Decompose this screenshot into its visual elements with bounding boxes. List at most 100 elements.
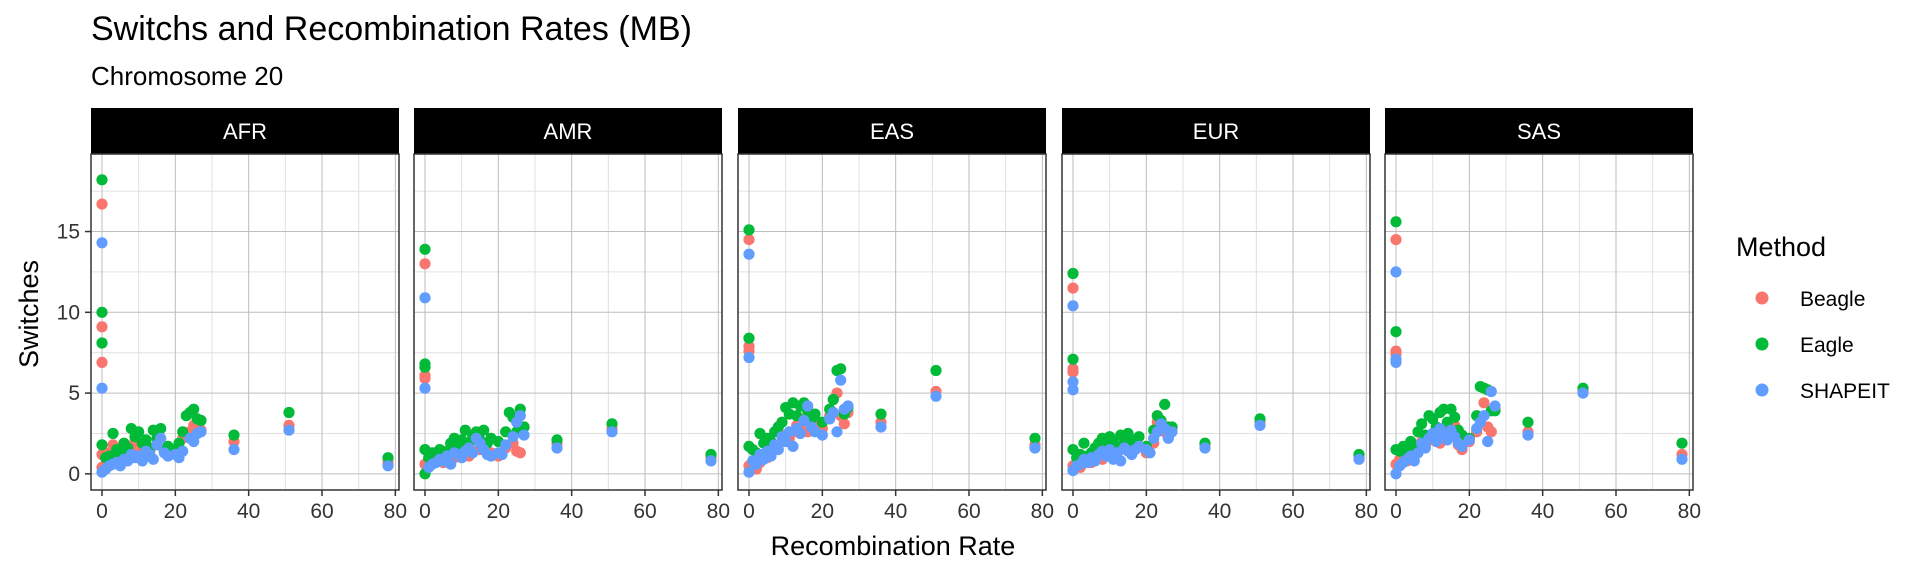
- facet-strip: [414, 108, 722, 154]
- data-point: [445, 458, 457, 470]
- data-point: [875, 421, 887, 433]
- data-point: [1199, 442, 1211, 454]
- data-point: [1485, 426, 1497, 438]
- data-point: [96, 237, 108, 249]
- data-point: [1390, 234, 1402, 246]
- data-point: [467, 447, 479, 459]
- data-point: [1067, 384, 1079, 396]
- x-tick-label: 0: [96, 500, 108, 523]
- x-tick-label: 40: [884, 500, 907, 523]
- data-point: [1676, 437, 1688, 449]
- data-point: [459, 424, 471, 436]
- data-point: [1676, 453, 1688, 465]
- data-point: [419, 382, 431, 394]
- data-point: [518, 429, 530, 441]
- data-point: [107, 427, 119, 440]
- data-point: [842, 400, 854, 412]
- x-tick-label: 80: [1355, 500, 1378, 523]
- data-point: [1522, 429, 1534, 441]
- series-eagle: [419, 243, 717, 480]
- x-tick-label: 0: [743, 500, 755, 523]
- data-point: [551, 434, 563, 446]
- data-point: [809, 408, 821, 420]
- data-point: [1144, 447, 1156, 459]
- data-point: [177, 426, 189, 438]
- series-shapeit: [743, 248, 1041, 478]
- data-point: [155, 423, 167, 435]
- data-point: [514, 447, 526, 459]
- data-point: [743, 351, 755, 364]
- data-point: [743, 234, 755, 246]
- panel-border: [413, 153, 723, 491]
- data-point: [419, 243, 431, 255]
- x-tick-label: 0: [1067, 500, 1079, 523]
- data-point: [705, 455, 717, 467]
- data-point: [743, 332, 755, 344]
- data-point: [382, 452, 394, 464]
- legend-title: Method: [1736, 232, 1826, 262]
- data-point: [1419, 442, 1431, 454]
- data-point: [382, 460, 394, 472]
- y-tick-label: 5: [68, 382, 80, 405]
- facet-strip-label: EUR: [1193, 119, 1239, 144]
- data-point: [1390, 356, 1402, 368]
- panel-border: [1384, 153, 1694, 491]
- data-point: [835, 374, 847, 386]
- data-point: [1522, 416, 1534, 428]
- data-point: [1390, 266, 1402, 278]
- data-point: [419, 258, 431, 270]
- data-point: [606, 418, 618, 430]
- y-axis-title: Switches: [14, 260, 44, 368]
- legend-key: [1755, 337, 1769, 351]
- legend-item-eagle: Eagle: [1755, 334, 1854, 357]
- legend-key: [1755, 383, 1769, 397]
- facet-panel-amr: AMR 0 20 40 60 80: [413, 108, 730, 523]
- data-point: [419, 361, 431, 373]
- facet-panel-sas: SAS 0 20 40 60 80: [1384, 108, 1701, 523]
- facet-strip-label: SAS: [1517, 119, 1561, 144]
- facet-panel-eas: EAS 0 20 40 60 80: [737, 108, 1054, 523]
- data-point: [875, 408, 887, 420]
- data-point: [1133, 431, 1145, 443]
- facet-strip: [1062, 108, 1370, 154]
- legend-item-shapeit: SHAPEIT: [1755, 380, 1890, 403]
- data-point: [827, 406, 839, 419]
- data-point: [1166, 426, 1178, 438]
- data-point: [96, 439, 108, 451]
- data-point: [478, 424, 490, 436]
- data-point: [743, 248, 755, 260]
- legend-label: SHAPEIT: [1800, 380, 1890, 403]
- data-point: [96, 198, 108, 210]
- x-tick-label: 0: [1390, 500, 1402, 523]
- x-tick-label: 20: [811, 500, 834, 523]
- data-point: [743, 224, 755, 236]
- data-point: [1067, 353, 1079, 365]
- series-shapeit: [96, 237, 394, 478]
- data-point: [1577, 387, 1589, 399]
- facet-panel-afr: AFR 0 20 40 60 80 0 5 10 15: [57, 108, 407, 523]
- data-point: [1067, 282, 1079, 294]
- facet-strip-label: EAS: [870, 119, 914, 144]
- x-tick-label: 80: [1031, 500, 1054, 523]
- data-point: [500, 439, 512, 451]
- data-point: [838, 418, 850, 430]
- series-shapeit: [1390, 266, 1688, 480]
- data-point: [1489, 400, 1501, 412]
- legend-label: Eagle: [1800, 334, 1854, 357]
- facet-strip-label: AMR: [544, 119, 593, 144]
- data-point: [835, 363, 847, 375]
- x-tick-label: 80: [1678, 500, 1701, 523]
- data-point: [96, 337, 108, 349]
- data-point: [1456, 440, 1468, 452]
- data-point: [1390, 216, 1402, 228]
- data-point: [1067, 376, 1079, 388]
- data-point: [1067, 366, 1079, 378]
- data-point: [507, 431, 519, 443]
- data-point: [827, 393, 839, 406]
- x-tick-label: 40: [237, 500, 260, 523]
- y-tick-label: 15: [57, 221, 80, 244]
- data-point: [96, 356, 108, 368]
- data-point: [228, 429, 240, 441]
- x-tick-label: 40: [1531, 500, 1554, 523]
